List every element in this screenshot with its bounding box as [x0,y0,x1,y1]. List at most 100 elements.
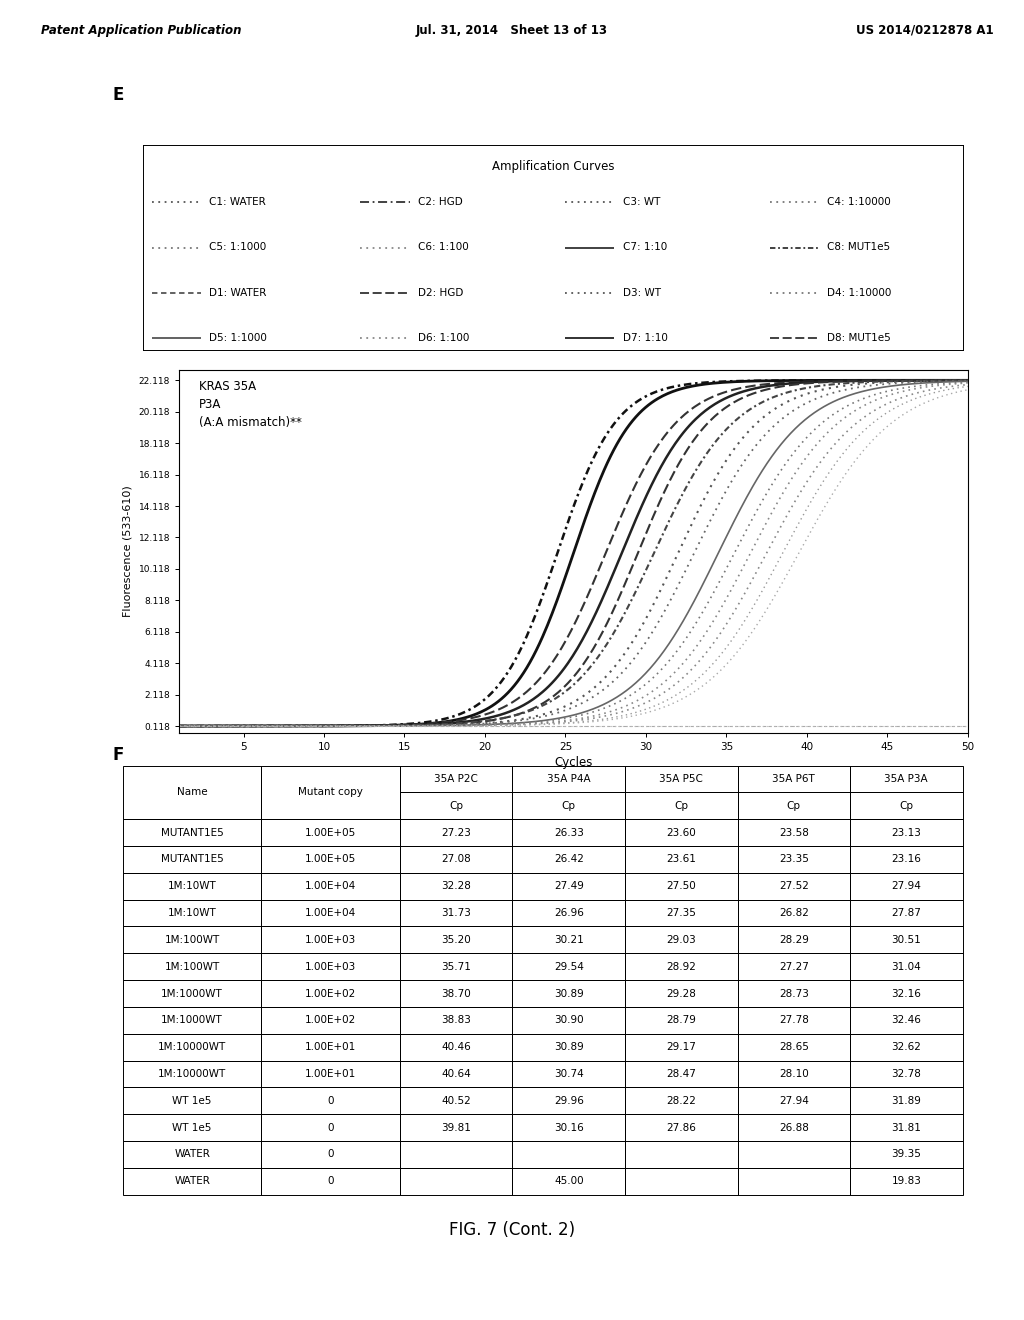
Text: 26.96: 26.96 [554,908,584,919]
Bar [123,846,261,873]
Bar [261,846,400,873]
Text: D3: WT: D3: WT [623,288,660,297]
Text: C1: WATER: C1: WATER [209,198,265,207]
Bar [512,979,625,1007]
Text: 29.17: 29.17 [667,1041,696,1052]
Text: 27.49: 27.49 [554,882,584,891]
Bar [850,1007,963,1034]
Bar [737,792,850,820]
Text: 19.83: 19.83 [891,1176,922,1187]
Bar [512,792,625,820]
Text: 28.47: 28.47 [667,1069,696,1078]
Bar [737,953,850,979]
Bar [850,1114,963,1140]
Text: 23.35: 23.35 [779,854,809,865]
Text: 31.89: 31.89 [891,1096,922,1106]
Bar [625,1168,737,1195]
Text: 1M:100WT: 1M:100WT [165,935,220,945]
Bar [400,846,512,873]
Text: 1.00E+05: 1.00E+05 [305,828,356,838]
Text: 27.86: 27.86 [667,1122,696,1133]
Text: 35.20: 35.20 [441,935,471,945]
Bar [737,1140,850,1168]
Bar [261,820,400,846]
Text: 27.27: 27.27 [779,962,809,972]
Text: MUTANT1E5: MUTANT1E5 [161,828,223,838]
Bar [737,766,850,792]
Text: 30.89: 30.89 [554,989,584,998]
Bar [123,1140,261,1168]
Text: C2: HGD: C2: HGD [418,198,463,207]
Text: F: F [113,746,124,764]
Bar [850,927,963,953]
Text: Cp: Cp [899,801,913,810]
Bar [123,820,261,846]
Text: KRAS 35A
P3A
(A:A mismatch)**: KRAS 35A P3A (A:A mismatch)** [199,380,302,429]
Text: 28.10: 28.10 [779,1069,809,1078]
Bar [400,873,512,900]
Text: 30.89: 30.89 [554,1041,584,1052]
Bar [625,792,737,820]
Text: 32.78: 32.78 [891,1069,922,1078]
Text: 23.60: 23.60 [667,828,696,838]
Text: 40.46: 40.46 [441,1041,471,1052]
Bar [625,927,737,953]
Text: 32.16: 32.16 [891,989,922,998]
Text: 35A P6T: 35A P6T [772,774,815,784]
Text: 28.29: 28.29 [779,935,809,945]
Bar [625,979,737,1007]
Bar [261,1168,400,1195]
Text: Amplification Curves: Amplification Curves [492,160,614,173]
Text: 27.94: 27.94 [779,1096,809,1106]
Bar [850,953,963,979]
Text: 1.00E+04: 1.00E+04 [305,908,356,919]
Bar [850,1034,963,1060]
Text: 28.79: 28.79 [667,1015,696,1026]
Text: 27.08: 27.08 [441,854,471,865]
Text: 30.51: 30.51 [892,935,922,945]
Bar [400,953,512,979]
Bar [850,900,963,927]
Text: 23.13: 23.13 [891,828,922,838]
Bar [261,979,400,1007]
Bar [123,1007,261,1034]
Text: 31.81: 31.81 [891,1122,922,1133]
Text: Cp: Cp [562,801,575,810]
Text: 40.64: 40.64 [441,1069,471,1078]
Text: 1M:10WT: 1M:10WT [168,908,216,919]
Text: 0: 0 [328,1096,334,1106]
Bar [400,766,512,792]
Bar [737,927,850,953]
Text: 1M:1000WT: 1M:1000WT [161,1015,223,1026]
Bar [625,1114,737,1140]
Bar [737,979,850,1007]
Text: 27.23: 27.23 [441,828,471,838]
Bar [625,846,737,873]
Text: 1M:10WT: 1M:10WT [168,882,216,891]
Bar [123,1168,261,1195]
Bar [850,820,963,846]
Text: C5: 1:1000: C5: 1:1000 [209,243,266,252]
Bar [400,792,512,820]
Bar [625,1060,737,1088]
Bar [850,792,963,820]
Bar [261,1034,400,1060]
Text: 32.46: 32.46 [891,1015,922,1026]
Text: 29.28: 29.28 [667,989,696,998]
Text: 39.35: 39.35 [891,1150,922,1159]
Bar [625,820,737,846]
Bar [123,766,261,820]
Text: WATER: WATER [174,1176,210,1187]
Text: D7: 1:10: D7: 1:10 [623,333,668,342]
Bar [850,766,963,792]
Text: 27.87: 27.87 [891,908,922,919]
Bar [737,1034,850,1060]
Text: D1: WATER: D1: WATER [209,288,266,297]
Text: 0: 0 [328,1176,334,1187]
Bar [625,1088,737,1114]
Bar [512,1007,625,1034]
Bar [625,1007,737,1034]
Bar [123,1060,261,1088]
Bar [400,1088,512,1114]
Bar [400,1007,512,1034]
